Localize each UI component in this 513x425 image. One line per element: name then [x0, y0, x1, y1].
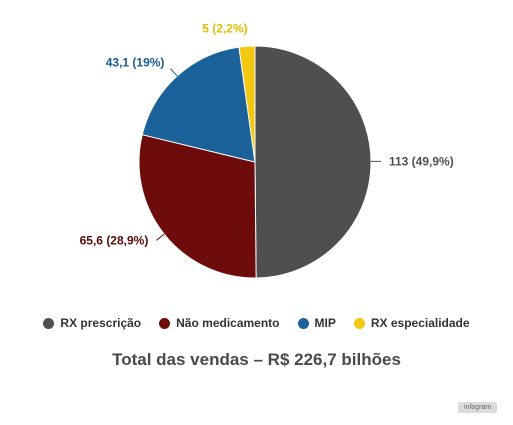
- legend-item-rx-prescricao[interactable]: RX prescrição: [43, 316, 141, 330]
- data-label-nao-medicamento: 65,6 (28,9%): [80, 233, 149, 247]
- infogram-badge[interactable]: infogram: [458, 402, 498, 413]
- legend-swatch-rx-prescricao: [43, 317, 55, 329]
- legend-label-rx-prescricao: RX prescrição: [60, 316, 142, 330]
- pie-slice-rx-prescricao[interactable]: [254, 45, 372, 279]
- legend-swatch-rx-especialidade: [353, 317, 365, 329]
- legend-swatch-mip: [297, 317, 309, 329]
- leader-line-mip: [170, 68, 178, 77]
- legend-item-nao-medicamento[interactable]: Não medicamento: [159, 316, 280, 330]
- chart-title: Total das vendas – R$ 226,7 bilhões: [112, 350, 401, 369]
- legend-item-mip[interactable]: MIP: [297, 316, 336, 330]
- legend-label-rx-especialidade: RX especialidade: [370, 316, 470, 330]
- legend-label-nao-medicamento: Não medicamento: [176, 316, 280, 330]
- legend-item-rx-especialidade[interactable]: RX especialidade: [353, 316, 470, 330]
- data-label-mip: 43,1 (19%): [106, 56, 165, 70]
- pie-slice-mip[interactable]: [141, 46, 256, 163]
- leader-line-nao-medicamento: [156, 233, 165, 241]
- data-label-rx-especialidade: 5 (2,2%): [202, 21, 247, 35]
- pie-slice-rx-especialidade[interactable]: [238, 45, 256, 163]
- data-label-rx-prescricao: 113 (49,9%): [389, 154, 454, 168]
- chart-legend: RX prescrição Não medicamento MIP RX esp…: [0, 316, 513, 330]
- legend-label-mip: MIP: [314, 316, 336, 330]
- legend-swatch-nao-medicamento: [159, 317, 171, 329]
